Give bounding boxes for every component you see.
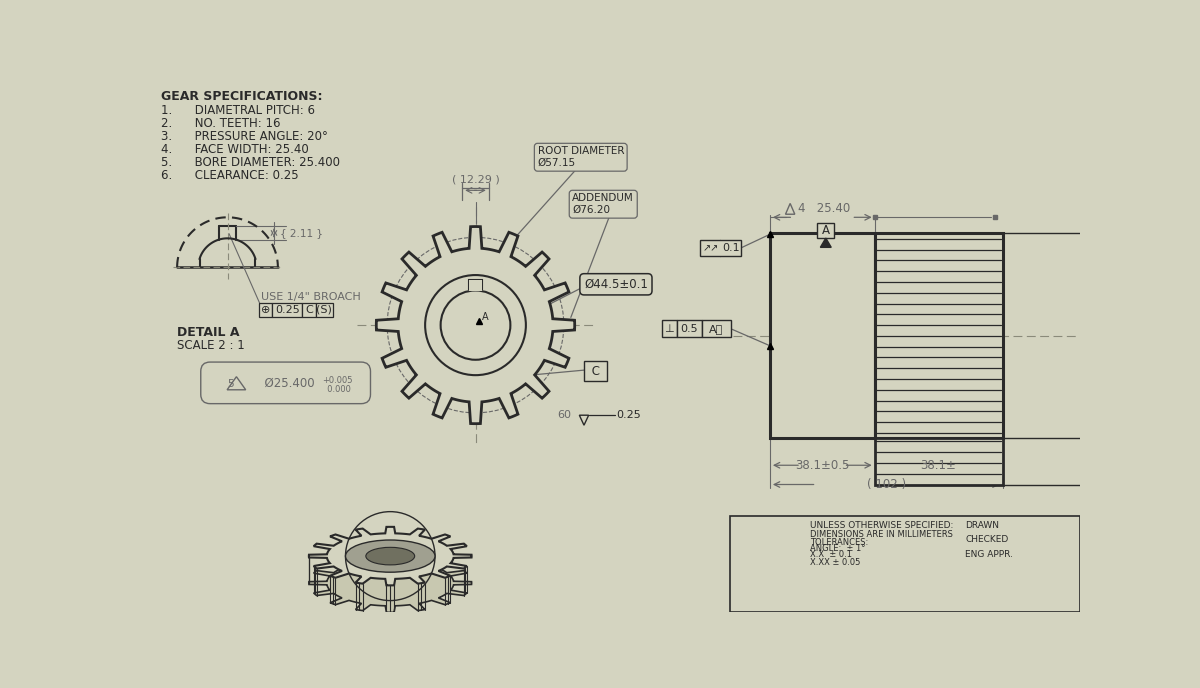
Text: 6.      CLEARANCE: 0.25: 6. CLEARANCE: 0.25 <box>161 169 299 182</box>
Text: ANGLE:  ± 1°: ANGLE: ± 1° <box>810 544 865 552</box>
Polygon shape <box>308 527 472 585</box>
Text: UNLESS OTHERWISE SPECIFIED:: UNLESS OTHERWISE SPECIFIED: <box>810 521 954 530</box>
Text: 5: 5 <box>228 378 234 389</box>
FancyBboxPatch shape <box>200 362 371 404</box>
Text: CHECKED: CHECKED <box>965 535 1008 544</box>
FancyBboxPatch shape <box>272 303 302 316</box>
FancyBboxPatch shape <box>702 321 731 337</box>
Text: ↗↗: ↗↗ <box>702 243 719 253</box>
FancyBboxPatch shape <box>677 321 702 337</box>
Circle shape <box>440 290 510 360</box>
Text: AⓂ: AⓂ <box>709 324 724 334</box>
Text: 38.1±: 38.1± <box>920 459 956 472</box>
Text: 4.      FACE WIDTH: 25.40: 4. FACE WIDTH: 25.40 <box>161 143 308 156</box>
Text: 1.      DIAMETRAL PITCH: 6: 1. DIAMETRAL PITCH: 6 <box>161 104 314 117</box>
FancyBboxPatch shape <box>302 303 316 316</box>
Polygon shape <box>468 281 482 291</box>
Polygon shape <box>770 233 875 438</box>
Text: ⊕: ⊕ <box>260 305 270 314</box>
Circle shape <box>425 275 526 375</box>
Text: A: A <box>822 224 830 237</box>
Text: SCALE 2 : 1: SCALE 2 : 1 <box>178 339 245 352</box>
Text: 0.25: 0.25 <box>617 410 641 420</box>
Text: C: C <box>305 305 313 314</box>
Text: A: A <box>481 312 488 323</box>
FancyBboxPatch shape <box>258 303 272 316</box>
Text: Ø25.400: Ø25.400 <box>257 376 314 389</box>
Text: 5.      BORE DIAMETER: 25.400: 5. BORE DIAMETER: 25.400 <box>161 156 340 169</box>
Text: { 2.11 }: { 2.11 } <box>281 228 323 238</box>
Text: X.X  ± 0.1: X.X ± 0.1 <box>810 550 852 559</box>
Polygon shape <box>821 238 832 248</box>
FancyBboxPatch shape <box>316 303 332 316</box>
Text: ADDENDUM
Ø76.20: ADDENDUM Ø76.20 <box>572 193 634 215</box>
Text: +0.005: +0.005 <box>323 376 353 385</box>
Text: DIMENSIONS ARE IN MILLIMETERS: DIMENSIONS ARE IN MILLIMETERS <box>810 530 953 539</box>
Text: 0.5: 0.5 <box>680 324 698 334</box>
Text: Ø44.5±0.1: Ø44.5±0.1 <box>584 278 648 291</box>
Text: (S): (S) <box>317 305 332 314</box>
Text: ( 12.29 ): ( 12.29 ) <box>451 175 499 184</box>
Text: ROOT DIAMETER
Ø57.15: ROOT DIAMETER Ø57.15 <box>538 147 624 168</box>
FancyBboxPatch shape <box>730 516 1080 612</box>
Ellipse shape <box>346 540 436 572</box>
Text: 0.25: 0.25 <box>275 305 300 314</box>
Text: 0.1: 0.1 <box>722 243 739 253</box>
Polygon shape <box>875 438 1002 484</box>
Text: 4   25.40: 4 25.40 <box>798 202 850 215</box>
Text: ENG APPR.: ENG APPR. <box>965 550 1013 559</box>
Text: 38.1±0.5: 38.1±0.5 <box>796 459 850 472</box>
Polygon shape <box>308 554 472 612</box>
Text: 3.      PRESSURE ANGLE: 20°: 3. PRESSURE ANGLE: 20° <box>161 130 328 143</box>
Text: X.XX ± 0.05: X.XX ± 0.05 <box>810 558 860 567</box>
FancyBboxPatch shape <box>817 223 834 238</box>
FancyBboxPatch shape <box>701 240 740 256</box>
Text: C: C <box>588 365 604 378</box>
Text: 2.      NO. TEETH: 16: 2. NO. TEETH: 16 <box>161 117 281 130</box>
Polygon shape <box>377 226 575 424</box>
Ellipse shape <box>366 548 415 565</box>
Text: GEAR SPECIFICATIONS:: GEAR SPECIFICATIONS: <box>161 90 323 103</box>
Text: TOLERANCES:: TOLERANCES: <box>810 537 869 547</box>
Text: USE 1/4" BROACH: USE 1/4" BROACH <box>260 292 360 301</box>
Text: ( 102 ): ( 102 ) <box>866 478 906 491</box>
Text: ⊥: ⊥ <box>665 324 674 334</box>
Text: DETAIL A: DETAIL A <box>178 326 240 339</box>
Text: 0.000: 0.000 <box>323 385 352 394</box>
Text: DRAWN: DRAWN <box>965 521 1000 530</box>
Text: 60: 60 <box>557 410 571 420</box>
FancyBboxPatch shape <box>661 321 677 337</box>
Polygon shape <box>875 233 1002 438</box>
